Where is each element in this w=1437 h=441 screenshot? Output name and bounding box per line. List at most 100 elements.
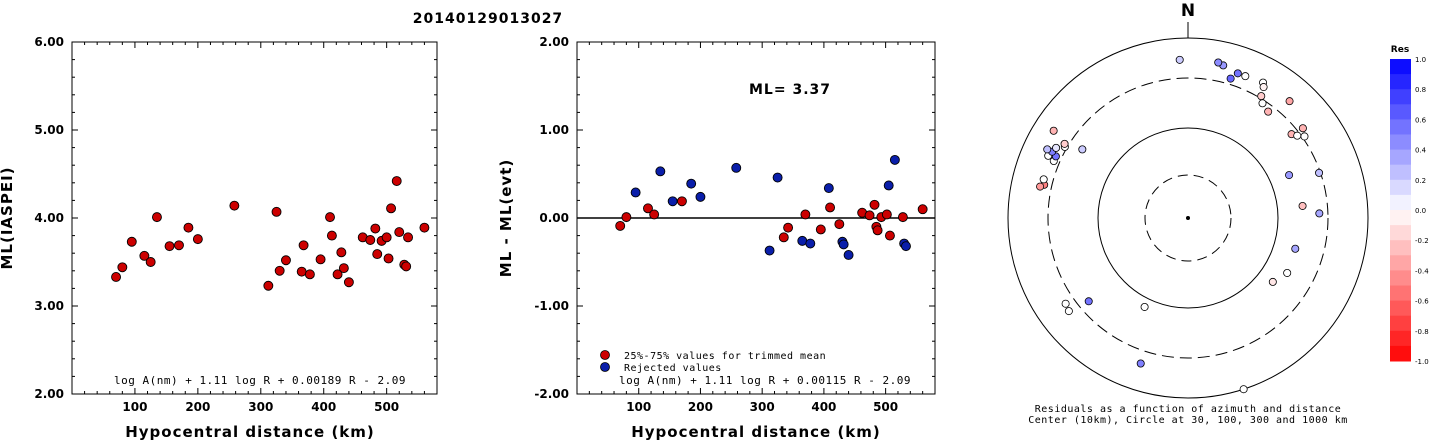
station-point <box>1049 126 1058 135</box>
data-point <box>917 204 928 215</box>
data-point <box>296 266 307 277</box>
data-point <box>778 232 789 243</box>
y-tick-label: 2.00 <box>539 35 569 49</box>
colorbar-cell <box>1390 59 1411 75</box>
north-label: N <box>1181 1 1195 21</box>
data-point <box>825 202 836 213</box>
data-point <box>370 223 381 234</box>
data-point <box>815 224 826 235</box>
station-point <box>1258 99 1267 108</box>
plot-frame <box>71 41 438 395</box>
map-caption-line1: Residuals as a function of azimuth and d… <box>1035 404 1341 415</box>
data-point <box>838 239 849 250</box>
x-tick-label: 500 <box>873 400 898 414</box>
x-tick-label: 200 <box>185 400 210 414</box>
station-point <box>1259 83 1268 92</box>
x-axis-label: Hypocentral distance (km) <box>631 423 881 441</box>
colorbar-ticks: 1.0 0.8 0.6 0.4 0.2 0.0 -0.2 -0.4 -0.6 -0.8 -1.0 <box>1415 56 1429 366</box>
x-tick-label: 100 <box>122 400 147 414</box>
station-point <box>1293 131 1302 140</box>
colorbar-tick-label: 0.4 <box>1415 147 1427 155</box>
station-point <box>1078 145 1087 154</box>
data-point <box>805 238 816 249</box>
y-tick-label: 5.00 <box>34 123 64 137</box>
data-point <box>152 212 162 223</box>
colorbar-tick-label: 1.0 <box>1415 56 1426 64</box>
data-point <box>901 241 911 252</box>
station-point <box>1233 69 1242 78</box>
station-point <box>1226 74 1235 83</box>
data-point <box>834 219 845 230</box>
data-point <box>621 212 632 223</box>
colorbar-cell <box>1390 164 1411 181</box>
colorbar-cells <box>1390 59 1411 362</box>
colorbar-tick-label: -0.8 <box>1415 328 1429 336</box>
station-points <box>1036 55 1324 394</box>
data-point <box>864 210 875 221</box>
data-point <box>174 240 184 251</box>
data-point <box>315 254 326 265</box>
formula-text: log A(nm) + 1.11 log R + 0.00189 R - 2.0… <box>114 374 406 387</box>
station-point <box>1175 55 1184 64</box>
data-point <box>263 280 274 291</box>
data-point <box>783 222 794 233</box>
colorbar-cell <box>1390 149 1411 166</box>
colorbar-cell <box>1390 179 1411 196</box>
colorbar-title: Res <box>1391 45 1409 55</box>
data-point <box>823 183 834 194</box>
data-point <box>386 203 397 214</box>
data-point <box>332 269 343 280</box>
data-point <box>304 269 315 280</box>
x-tick-label: 500 <box>374 400 399 414</box>
data-point <box>872 225 883 236</box>
data-point <box>615 220 626 231</box>
data-point <box>192 234 203 245</box>
residual-panel: 100 200 300 400 500 -2.00 -1.00 0.00 1.00 2.00 ML… <box>497 35 936 441</box>
data-points <box>615 154 928 260</box>
station-point <box>1136 359 1145 368</box>
station-point <box>1315 209 1324 218</box>
colorbar-cell <box>1390 194 1411 211</box>
data-point <box>800 209 811 220</box>
colorbar-cell <box>1390 119 1411 135</box>
ml-iaspei-panel: 100 200 300 400 500 2.00 3.00 4.00 5.00 6.00 ML(I… <box>0 35 438 441</box>
data-point <box>655 166 666 177</box>
data-point <box>343 277 354 288</box>
data-point <box>419 222 430 233</box>
y-tick-label: 3.00 <box>34 299 64 313</box>
station-point <box>1291 244 1300 253</box>
colorbar-cell <box>1390 345 1411 362</box>
data-point <box>394 227 405 238</box>
station-point <box>1298 124 1307 133</box>
data-point <box>229 200 240 211</box>
ml-value-label: ML= 3.37 <box>749 82 831 98</box>
station-point <box>1064 307 1073 316</box>
data-point <box>630 187 641 198</box>
data-point <box>126 236 137 247</box>
y-tick-label: 2.00 <box>34 387 64 401</box>
data-point <box>686 178 697 189</box>
data-point <box>391 176 402 186</box>
x-tick-label: 400 <box>811 400 836 414</box>
colorbar-cell <box>1390 225 1411 241</box>
azimuth-residual-map: N Residuals as a function of azimuth and… <box>1007 1 1369 426</box>
circle-300km <box>1047 77 1329 359</box>
station-point <box>1036 182 1045 191</box>
y-tick-label: 0.00 <box>539 211 569 225</box>
colorbar-cell <box>1390 300 1411 317</box>
data-point <box>889 154 900 165</box>
colorbar-tick-label: 0.0 <box>1415 207 1426 215</box>
colorbar-tick-label: 0.2 <box>1415 177 1426 185</box>
data-point <box>111 272 122 282</box>
station-point <box>1239 385 1248 394</box>
colorbar-tick-label: -1.0 <box>1415 358 1429 366</box>
data-point <box>643 203 653 214</box>
x-tick-label: 300 <box>750 400 775 414</box>
station-point <box>1283 268 1292 277</box>
data-point <box>298 240 309 251</box>
residual-colorbar: Res 1.0 0.8 0.6 0.4 0.2 0.0 -0.2 -0.4 -0.6 -0.8 -1… <box>1390 45 1429 366</box>
y-tick-label: -1.00 <box>534 299 569 313</box>
y-tick-label: 4.00 <box>34 211 64 225</box>
colorbar-cell <box>1390 315 1411 332</box>
data-point <box>281 255 291 266</box>
